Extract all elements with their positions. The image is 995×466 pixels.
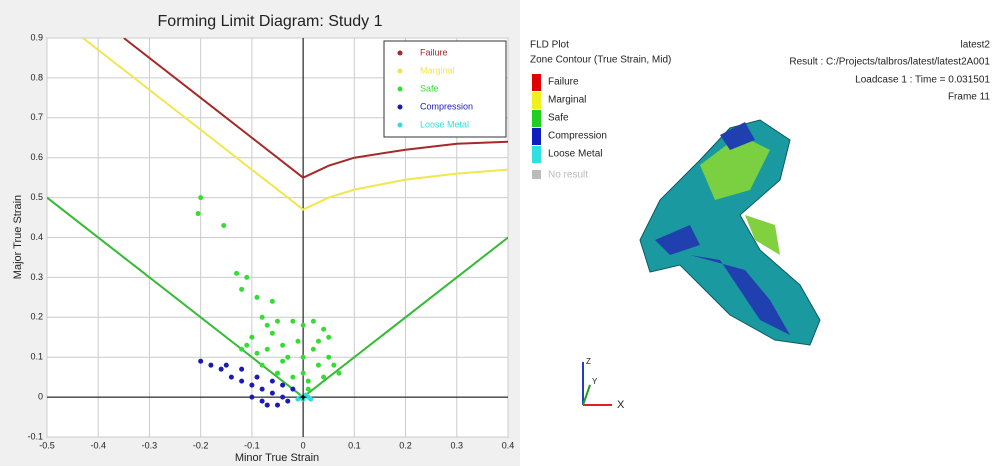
legend-swatch [532,128,541,145]
viewer-subtitle: Zone Contour (True Strain, Mid) [530,55,671,66]
legend-label: Marginal [548,95,586,106]
legend-swatch [532,110,541,127]
legend-label: Compression [548,131,607,142]
legend-swatch [532,92,541,109]
legend-label: Safe [548,113,569,124]
axis-triad: Z Y X [583,357,625,411]
info-text: Result : C:/Projects/talbros/latest/late… [789,57,990,68]
info-text: Frame 11 [948,92,990,103]
legend-swatch [532,146,541,163]
viewer: FLD Plot Zone Contour (True Strain, Mid)… [0,0,995,466]
legend-label: Failure [548,77,579,88]
axis-label: Y [592,377,598,386]
screenshot: Forming Limit Diagram: Study 1 Minor Tru… [0,0,995,466]
info-text: latest2 [961,40,991,51]
info-text: Loadcase 1 : Time = 0.031501 [855,75,990,86]
axis-label: Z [586,357,591,366]
model [640,120,820,345]
axis-label: X [617,399,625,411]
legend-label: Loose Metal [548,149,602,160]
legend-swatch [532,74,541,91]
legend-label: No result [548,170,588,181]
legend-swatch [532,170,541,179]
viewer-title: FLD Plot [530,40,569,51]
